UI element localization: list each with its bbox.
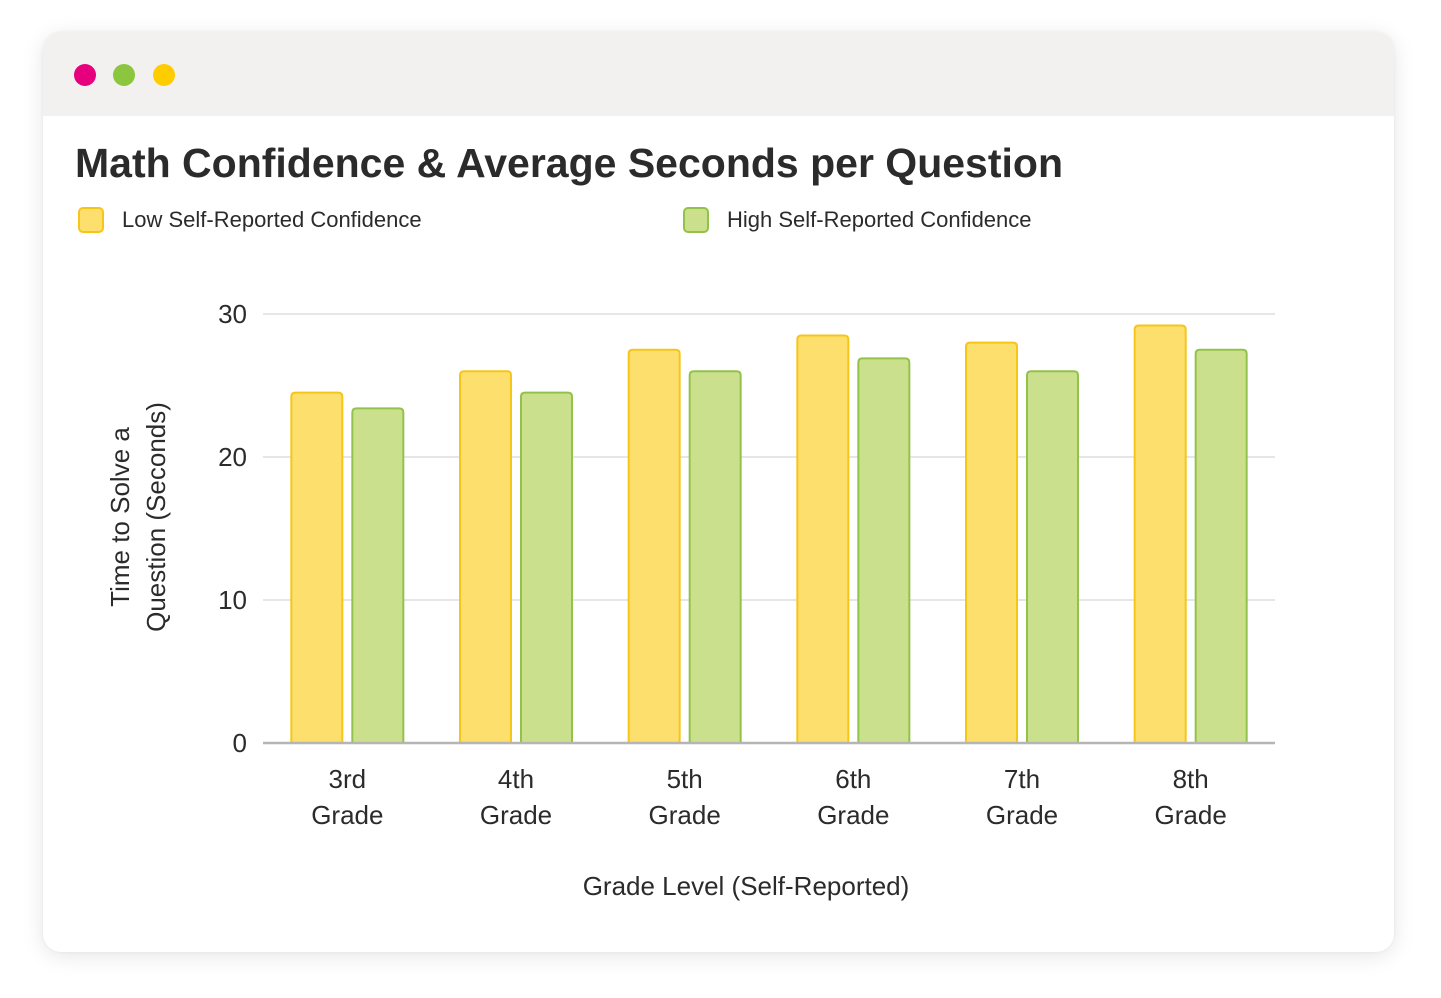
bar-high-4 [857,357,911,743]
x-tick-label-3: 5th Grade [649,764,721,830]
bar-low-5 [965,341,1018,743]
window-titlebar [43,32,1394,116]
legend-label-high-confidence: High Self-Reported Confidence [727,207,1032,232]
legend-swatch-high-confidence [683,207,709,233]
bar-high-5 [1026,370,1079,743]
minimize-window-dot[interactable] [113,64,135,86]
x-axis-title: Grade Level (Self-Reported) [583,871,910,901]
bar-high-3 [688,370,742,743]
x-tick-label-1: 3rd Grade [311,764,383,830]
bar-low-2 [459,370,512,743]
y-axis-title: Time to Solve a Question (Seconds) [105,402,171,632]
legend-swatch-low-confidence [78,207,104,233]
close-window-dot[interactable] [74,64,96,86]
y-tick-label-20: 20 [218,442,247,472]
x-tick-label-2: 4th Grade [480,764,552,830]
chart-title: Math Confidence & Average Seconds per Qu… [75,140,1063,186]
legend-label-low-confidence: Low Self-Reported Confidence [122,207,422,232]
bar-high-1 [351,407,405,743]
y-tick-label-0: 0 [233,728,247,758]
x-tick-label-4: 6th Grade [817,764,889,830]
bar-high-2 [520,391,573,743]
maximize-window-dot[interactable] [153,64,175,86]
x-tick-label-5: 7th Grade [986,764,1058,830]
y-tick-label-30: 30 [218,299,247,329]
bar-low-3 [627,348,681,743]
bar-low-6 [1133,324,1187,743]
bar-low-4 [796,334,850,743]
legend-item-low-confidence: Low Self-Reported Confidence [78,204,422,236]
x-tick-label-6: 8th Grade [1155,764,1227,830]
legend-item-high-confidence: High Self-Reported Confidence [683,204,1032,236]
bar-high-6 [1194,348,1248,743]
bar-low-1 [290,391,344,743]
y-tick-label-10: 10 [218,585,247,615]
